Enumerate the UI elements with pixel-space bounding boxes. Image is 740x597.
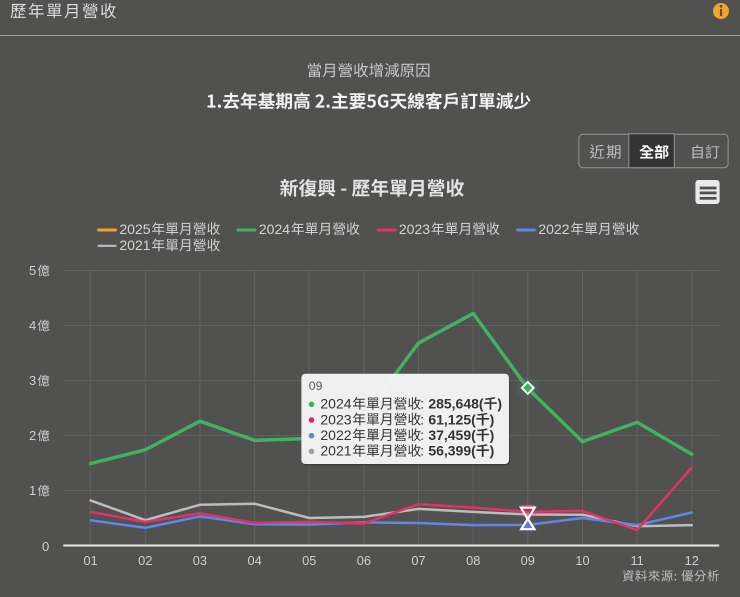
svg-text:285,648(: 285,648( [428, 396, 484, 412]
svg-text::: : [420, 411, 424, 427]
svg-text:2021: 2021 [119, 237, 150, 253]
svg-text:10: 10 [575, 553, 589, 568]
svg-text:2022: 2022 [320, 427, 351, 443]
svg-text:): ) [490, 411, 495, 427]
svg-text:56,399(: 56,399( [428, 443, 476, 459]
svg-text:61,125(: 61,125( [428, 411, 476, 427]
svg-text:): ) [490, 443, 495, 459]
svg-text:2: 2 [29, 428, 36, 443]
svg-text:09: 09 [521, 553, 535, 568]
svg-text:): ) [490, 427, 495, 443]
svg-text:0: 0 [42, 539, 49, 554]
svg-text:2024: 2024 [320, 396, 351, 412]
svg-text:02: 02 [138, 553, 152, 568]
svg-text:12: 12 [685, 553, 699, 568]
svg-text:2022: 2022 [538, 221, 569, 237]
svg-text:): ) [497, 396, 502, 412]
svg-text::: : [420, 396, 424, 412]
svg-text::: : [420, 427, 424, 443]
svg-text:3: 3 [29, 373, 36, 388]
svg-text::: : [420, 443, 424, 459]
svg-text:05: 05 [302, 553, 316, 568]
svg-text:11: 11 [630, 553, 643, 568]
svg-text:08: 08 [466, 553, 480, 568]
svg-text:09: 09 [309, 379, 323, 393]
svg-text:4: 4 [29, 318, 36, 333]
svg-text:2023: 2023 [399, 221, 430, 237]
svg-text:04: 04 [247, 553, 261, 568]
svg-text:06: 06 [357, 553, 371, 568]
svg-text:2023: 2023 [320, 411, 351, 427]
svg-text:37,459(: 37,459( [428, 427, 476, 443]
svg-text:2024: 2024 [259, 221, 290, 237]
svg-text:07: 07 [411, 553, 425, 568]
svg-text:01: 01 [83, 553, 97, 568]
svg-text:2025: 2025 [119, 221, 150, 237]
svg-text:2021: 2021 [320, 443, 351, 459]
svg-text:03: 03 [193, 553, 207, 568]
svg-text:1: 1 [29, 483, 36, 498]
svg-text:5: 5 [29, 263, 36, 278]
